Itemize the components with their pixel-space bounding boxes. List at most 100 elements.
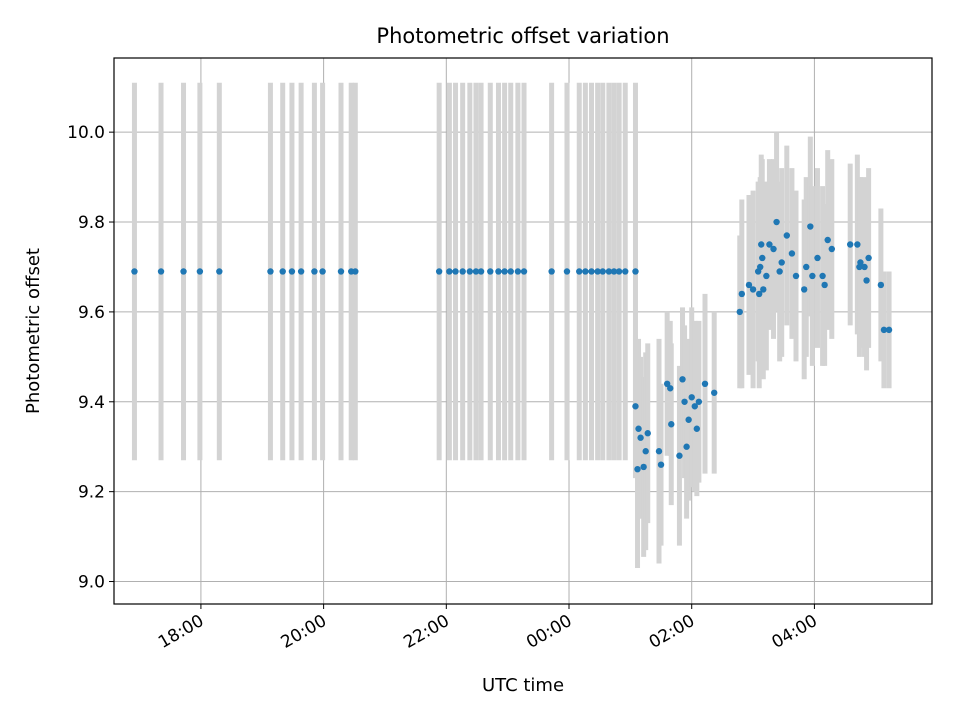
data-point bbox=[495, 268, 502, 275]
data-point bbox=[688, 394, 695, 401]
data-point bbox=[507, 268, 514, 275]
data-point bbox=[297, 268, 305, 275]
data-point bbox=[319, 268, 326, 275]
y-tick-label: 9.4 bbox=[78, 393, 105, 413]
x-tick-label: 04:00 bbox=[768, 611, 820, 653]
data-point bbox=[681, 398, 688, 405]
data-point bbox=[877, 281, 885, 289]
data-point bbox=[452, 268, 459, 275]
data-point bbox=[792, 272, 800, 280]
data-point bbox=[695, 398, 703, 405]
data-point bbox=[809, 272, 816, 280]
data-point bbox=[594, 268, 601, 275]
data-point bbox=[667, 385, 674, 392]
data-point bbox=[668, 421, 675, 428]
data-point bbox=[131, 268, 138, 275]
data-point bbox=[807, 223, 814, 230]
data-point bbox=[783, 232, 791, 239]
data-point bbox=[446, 268, 453, 275]
y-tick-label: 10.0 bbox=[67, 123, 105, 143]
data-point bbox=[745, 281, 753, 289]
x-tick-label: 22:00 bbox=[400, 611, 452, 653]
y-tick-label: 9.0 bbox=[78, 573, 105, 593]
x-axis: 18:00 20:00 22:00 00:00 02:00 04:00 bbox=[155, 604, 821, 653]
data-point bbox=[576, 268, 583, 275]
data-point bbox=[778, 259, 785, 266]
data-point bbox=[622, 268, 629, 275]
data-point bbox=[788, 250, 796, 257]
data-point bbox=[854, 241, 861, 248]
data-point bbox=[685, 416, 692, 423]
data-point bbox=[216, 268, 223, 275]
data-point bbox=[776, 268, 783, 275]
data-point bbox=[644, 430, 651, 437]
x-tick-label: 00:00 bbox=[523, 611, 575, 653]
data-point bbox=[701, 380, 709, 388]
data-point bbox=[676, 452, 683, 459]
data-point bbox=[634, 465, 641, 473]
data-point bbox=[663, 380, 671, 388]
data-point bbox=[749, 286, 757, 293]
data-point bbox=[880, 326, 888, 334]
data-point bbox=[640, 463, 647, 471]
plot-area-frame bbox=[113, 57, 933, 605]
data-point bbox=[758, 241, 765, 248]
data-point bbox=[487, 268, 494, 275]
x-tick-label: 18:00 bbox=[155, 611, 207, 653]
data-point bbox=[337, 268, 345, 275]
x-axis-label: UTC time bbox=[482, 675, 564, 696]
data-point bbox=[757, 263, 764, 271]
data-point bbox=[548, 268, 555, 275]
data-point bbox=[615, 268, 623, 275]
data-point bbox=[824, 236, 831, 244]
data-point bbox=[865, 254, 872, 262]
data-points bbox=[131, 218, 893, 473]
data-point bbox=[679, 376, 686, 383]
data-point bbox=[632, 403, 639, 410]
data-point bbox=[770, 245, 777, 253]
data-point bbox=[655, 448, 663, 455]
data-point bbox=[459, 268, 466, 275]
data-point bbox=[760, 286, 767, 293]
data-point bbox=[863, 277, 870, 284]
data-point bbox=[267, 268, 274, 275]
data-point bbox=[803, 263, 810, 271]
data-point bbox=[766, 241, 773, 248]
data-point bbox=[635, 425, 642, 432]
data-point bbox=[582, 268, 589, 275]
data-point bbox=[610, 268, 618, 275]
y-axis: 9.0 9.2 9.4 9.6 9.8 10.0 bbox=[67, 123, 114, 593]
data-point bbox=[800, 286, 808, 293]
data-point bbox=[352, 268, 359, 275]
y-tick-label: 9.2 bbox=[78, 483, 105, 503]
data-point bbox=[180, 268, 187, 275]
x-tick-label: 20:00 bbox=[278, 611, 330, 653]
data-point bbox=[514, 268, 522, 275]
data-point bbox=[736, 308, 743, 316]
data-point bbox=[861, 263, 868, 271]
data-point bbox=[279, 268, 286, 275]
data-point bbox=[588, 268, 595, 275]
data-point bbox=[691, 403, 698, 410]
data-point bbox=[773, 218, 780, 226]
data-point bbox=[477, 268, 485, 275]
data-point bbox=[196, 268, 204, 275]
data-point bbox=[821, 281, 828, 289]
data-point bbox=[642, 448, 649, 455]
data-point bbox=[828, 245, 835, 253]
data-point bbox=[683, 443, 690, 450]
data-point bbox=[857, 259, 864, 266]
data-point bbox=[657, 461, 665, 468]
y-axis-label: Photometric offset bbox=[23, 248, 44, 414]
data-point bbox=[599, 268, 606, 275]
chart-title: Photometric offset variation bbox=[376, 24, 669, 48]
data-point bbox=[311, 268, 318, 275]
data-point bbox=[472, 268, 480, 275]
data-point bbox=[501, 268, 508, 275]
data-point bbox=[435, 268, 443, 275]
data-point bbox=[605, 268, 613, 275]
x-tick-label: 02:00 bbox=[646, 611, 698, 653]
data-point bbox=[157, 268, 165, 275]
data-point bbox=[759, 254, 766, 262]
data-point bbox=[755, 290, 763, 298]
